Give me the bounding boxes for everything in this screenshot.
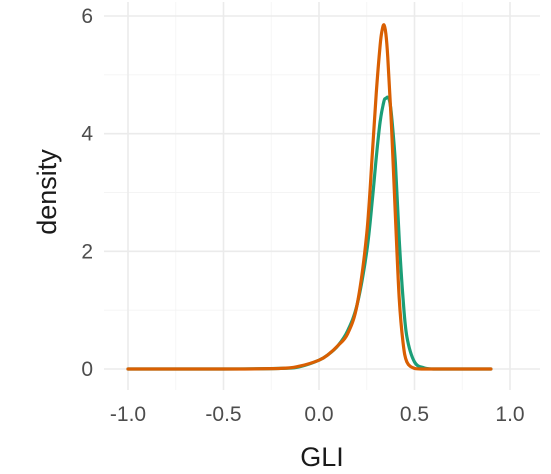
y-axis-title: density bbox=[32, 149, 62, 235]
x-tick-label: 0.0 bbox=[304, 403, 333, 426]
y-tick-label: 2 bbox=[81, 240, 93, 263]
y-tick-label: 0 bbox=[81, 358, 93, 381]
x-tick-label: -1.0 bbox=[110, 403, 146, 426]
series-lines bbox=[126, 23, 493, 371]
y-tick-label: 4 bbox=[81, 123, 93, 146]
y-tick-label: 6 bbox=[81, 5, 93, 28]
density-series-line-1 bbox=[126, 95, 493, 371]
x-tick-label: 1.0 bbox=[495, 403, 524, 426]
minor-gridlines bbox=[104, 2, 540, 390]
density-series-line-2 bbox=[126, 23, 493, 371]
x-tick-label: -0.5 bbox=[205, 403, 241, 426]
x-tick-label: 0.5 bbox=[400, 403, 429, 426]
x-axis-title: GLI bbox=[300, 442, 344, 472]
major-gridlines bbox=[104, 2, 540, 390]
y-axis-tick-labels: 0 2 4 6 bbox=[81, 5, 93, 381]
x-axis-tick-labels: -1.0 -0.5 0.0 0.5 1.0 bbox=[110, 403, 525, 426]
